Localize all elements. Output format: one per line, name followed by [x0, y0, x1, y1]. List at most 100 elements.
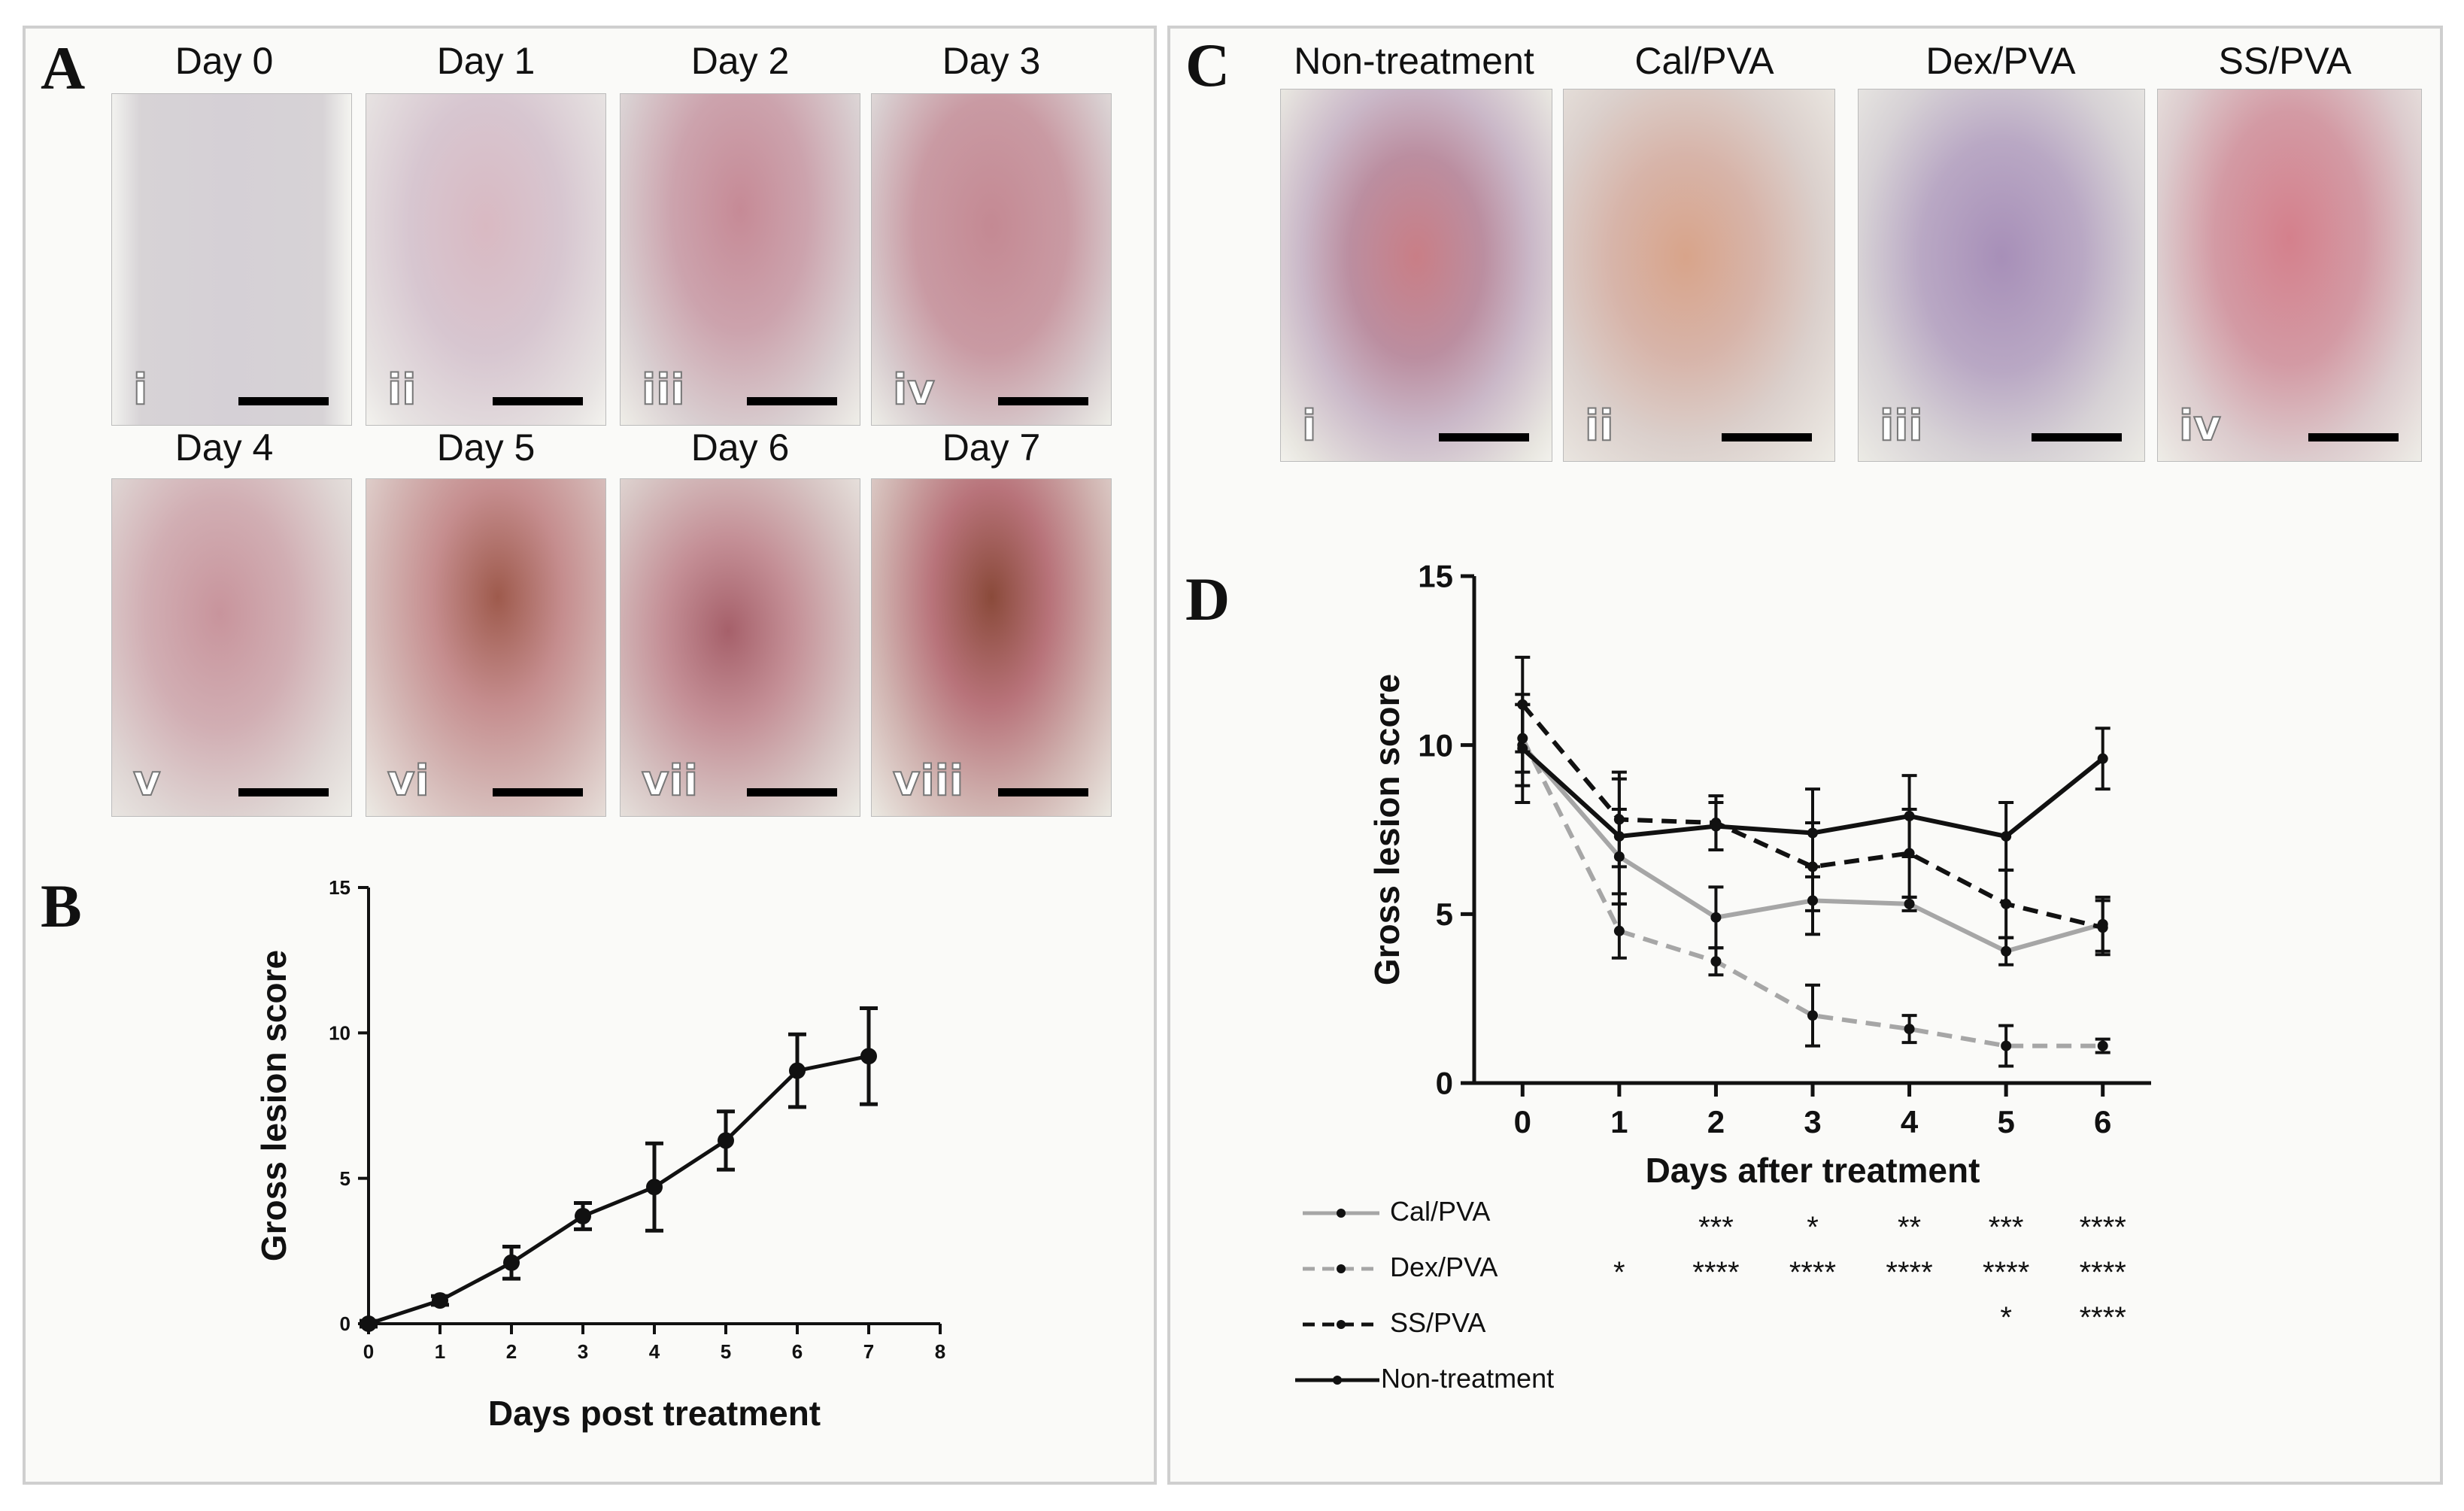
photo-label-day-0: Day 0 [174, 40, 274, 82]
photo-index-label: v [132, 756, 161, 806]
y-tick-label: 10 [1418, 727, 1453, 763]
data-point-non-treatment [2001, 830, 2012, 842]
data-point-gross-lesion-score [860, 1048, 877, 1065]
x-tick-label: 6 [2094, 1104, 2111, 1139]
panel-letter-a: A [41, 34, 86, 102]
scale-bar [1439, 433, 1529, 441]
photo-label-day-2: Day 2 [690, 40, 790, 82]
x-tick-label: 7 [863, 1340, 874, 1363]
photo-index-label: vi [387, 756, 430, 806]
x-tick-label: 3 [1804, 1104, 1821, 1139]
scale-bar [238, 397, 329, 405]
x-tick-label: 2 [1707, 1104, 1725, 1139]
scale-bar [238, 788, 329, 796]
x-tick-label: 4 [1901, 1104, 1919, 1139]
photo-index-label: ii [1584, 401, 1614, 451]
x-axis-label: Days after treatment [1646, 1151, 1980, 1190]
chart-d: 0 5 10 15 0 1 2 3 4 5 6 Days after treatment Gross l… [1369, 559, 2151, 1190]
data-point-non-treatment [1710, 821, 1722, 832]
y-tick-label: 0 [340, 1312, 350, 1335]
series-line-gross-lesion-score [368, 1054, 869, 1326]
y-tick-label: 0 [1436, 1066, 1453, 1101]
data-point-gross-lesion-score [718, 1132, 734, 1149]
significance-star: *** [1698, 1211, 1734, 1244]
x-axis-label: Days post treatment [488, 1394, 821, 1433]
panel-letter-b: B [41, 872, 82, 940]
x-tick-label: 3 [578, 1340, 588, 1363]
skin-photo-dex-pva: iii [1858, 89, 2145, 462]
data-point-dex-pva [1807, 1010, 1818, 1021]
data-point-cal-pva [1904, 898, 1915, 909]
skin-photo-day-5: vi [366, 478, 606, 817]
significance-star: **** [1692, 1256, 1740, 1289]
scale-bar [1722, 433, 1812, 441]
panel-letter-d: D [1185, 565, 1230, 633]
skin-photo-day-0: i [111, 93, 352, 426]
legend-swatch-ss-pva [1303, 1320, 1379, 1329]
significance-star: ** [1897, 1211, 1922, 1244]
data-point-dex-pva [2001, 1040, 2012, 1051]
legend-swatch-non-treatment [1295, 1376, 1379, 1385]
photo-index-label: iv [892, 365, 936, 415]
photo-label-ss-pva: SS/PVA [2218, 40, 2352, 82]
photo-label-day-5: Day 5 [436, 426, 536, 469]
legend-swatch-dex-pva [1303, 1264, 1379, 1273]
photo-label-day-3: Day 3 [942, 40, 1041, 82]
data-point-gross-lesion-score [575, 1207, 591, 1224]
photo-label-day-4: Day 4 [174, 426, 274, 469]
data-point-dex-pva [1904, 1024, 1915, 1035]
legend-label-dex-pva: Dex/PVA [1390, 1252, 1498, 1282]
x-tick-label: 8 [935, 1340, 945, 1363]
scale-bar [747, 788, 837, 796]
y-tick-label: 15 [1418, 559, 1453, 594]
scale-bar [493, 397, 583, 405]
y-tick-label: 5 [340, 1167, 350, 1190]
y-tick-label: 10 [329, 1021, 350, 1044]
scale-bar [493, 788, 583, 796]
significance-star: **** [1789, 1256, 1837, 1289]
photo-label-cal-pva: Cal/PVA [1634, 40, 1774, 82]
photo-index-label: i [132, 365, 148, 415]
x-tick-label: 5 [721, 1340, 731, 1363]
skin-photo-day-6: vii [620, 478, 860, 817]
data-point-dex-pva [2097, 1040, 2108, 1051]
data-point-dex-pva [1710, 956, 1722, 967]
photo-label-non-treatment: Non-treatment [1294, 40, 1534, 82]
photo-index-label: viii [892, 756, 964, 806]
data-point-cal-pva [2001, 945, 2012, 957]
data-point-non-treatment [1807, 827, 1818, 839]
x-tick-label: 0 [363, 1340, 374, 1363]
legend-label-cal-pva: Cal/PVA [1390, 1196, 1491, 1227]
skin-photo-non-treatment: i [1280, 89, 1552, 462]
scale-bar [998, 788, 1088, 796]
photo-index-label: iv [2178, 401, 2222, 451]
skin-photo-day-1: ii [366, 93, 606, 426]
photo-index-label: iii [641, 365, 686, 415]
photo-label-dex-pva: Dex/PVA [1925, 40, 2076, 82]
x-tick-label: 1 [435, 1340, 445, 1363]
photo-index-label: i [1301, 401, 1317, 451]
photo-index-label: vii [641, 756, 699, 806]
data-point-gross-lesion-score [789, 1062, 806, 1079]
data-point-ss-pva [2001, 898, 2012, 909]
legend-label-non-treatment: Non-treatment [1381, 1363, 1555, 1394]
y-axis-label: Gross lesion score [1369, 674, 1406, 985]
photo-index-label: iii [1879, 401, 1924, 451]
photo-label-day-7: Day 7 [942, 426, 1041, 469]
skin-photo-ss-pva: iv [2157, 89, 2422, 462]
scale-bar [747, 397, 837, 405]
data-point-gross-lesion-score [503, 1254, 520, 1271]
significance-star: * [1613, 1256, 1625, 1289]
significance-star: **** [2079, 1211, 2126, 1244]
data-point-non-treatment [1613, 830, 1625, 842]
photo-label-day-1: Day 1 [436, 40, 536, 82]
data-point-dex-pva [1613, 925, 1625, 936]
data-point-non-treatment [1904, 811, 1915, 822]
y-axis-label: Gross lesion score [254, 950, 293, 1261]
x-tick-label: 1 [1610, 1104, 1628, 1139]
data-point-ss-pva [2097, 922, 2108, 933]
x-tick-label: 6 [792, 1340, 803, 1363]
skin-photo-day-4: v [111, 478, 352, 817]
x-tick-label: 2 [506, 1340, 517, 1363]
data-point-gross-lesion-score [360, 1315, 377, 1332]
